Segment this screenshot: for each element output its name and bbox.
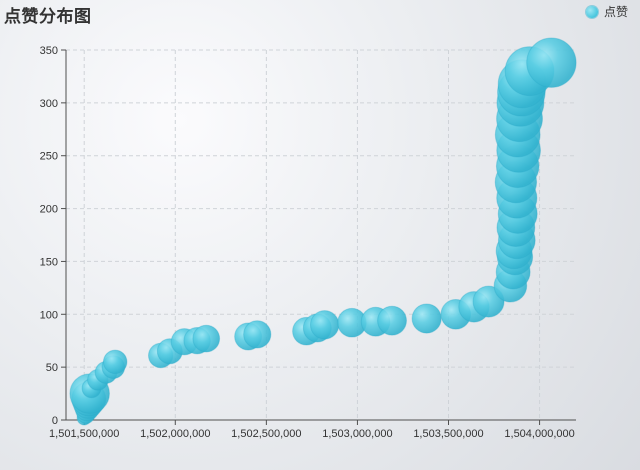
y-tick-label: 350 [40, 45, 58, 57]
x-tick-label: 1,504,000,000 [504, 428, 574, 440]
legend-bubble-icon [585, 5, 598, 18]
chart-title: 点赞分布图 [4, 7, 92, 26]
x-tick-label: 1,501,500,000 [49, 428, 119, 440]
x-tick-label: 1,502,500,000 [231, 428, 301, 440]
axes: 0 50 100 150 200 250 300 350 1,501,500,000 1,502,… [40, 45, 576, 440]
x-tick-label: 1,502,000,000 [140, 428, 210, 440]
y-tick-label: 250 [40, 151, 58, 163]
y-tick-label: 300 [40, 98, 58, 110]
y-tick-label: 0 [52, 415, 58, 427]
data-points [69, 37, 577, 426]
y-tick-label: 100 [40, 309, 58, 321]
data-point [411, 303, 442, 334]
data-point [102, 349, 128, 375]
data-point [192, 324, 221, 353]
data-point [309, 310, 340, 340]
data-point [243, 320, 272, 349]
x-tick-label: 1,503,000,000 [322, 428, 392, 440]
data-point [377, 305, 407, 336]
y-tick-label: 150 [40, 256, 58, 268]
y-tick-label: 50 [46, 362, 58, 374]
legend-label: 点赞 [603, 5, 628, 19]
legend[interactable]: 点赞 [585, 3, 628, 20]
y-tick-label: 200 [40, 204, 58, 216]
x-tick-label: 1,503,500,000 [413, 428, 483, 440]
data-point [526, 37, 577, 88]
